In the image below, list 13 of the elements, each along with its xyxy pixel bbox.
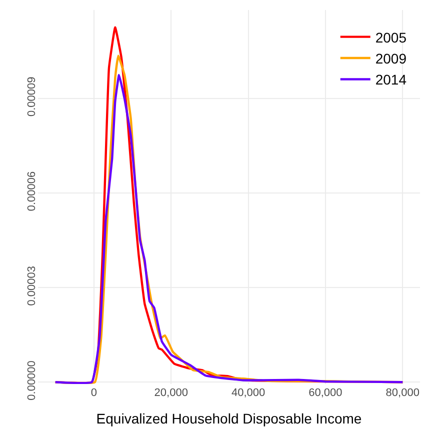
y-tick-label: 0.00009 bbox=[26, 76, 38, 117]
y-tick-label: 0.00003 bbox=[26, 266, 38, 306]
legend-label: 2005 bbox=[375, 29, 407, 46]
legend-label: 2009 bbox=[375, 50, 407, 66]
x-axis-title: Equivalized Household Disposable Income bbox=[96, 410, 362, 426]
x-tick-label: 0 bbox=[90, 387, 98, 399]
y-tick-label: 0.00000 bbox=[26, 360, 38, 400]
x-tick-label: 80,000 bbox=[386, 387, 420, 399]
x-tick-label: 60,000 bbox=[308, 387, 342, 399]
legend-label: 2014 bbox=[375, 72, 407, 88]
x-tick-label: 40,000 bbox=[231, 387, 266, 399]
x-tick-label: 20,000 bbox=[154, 387, 188, 399]
y-tick-label: 0.00006 bbox=[26, 171, 38, 212]
